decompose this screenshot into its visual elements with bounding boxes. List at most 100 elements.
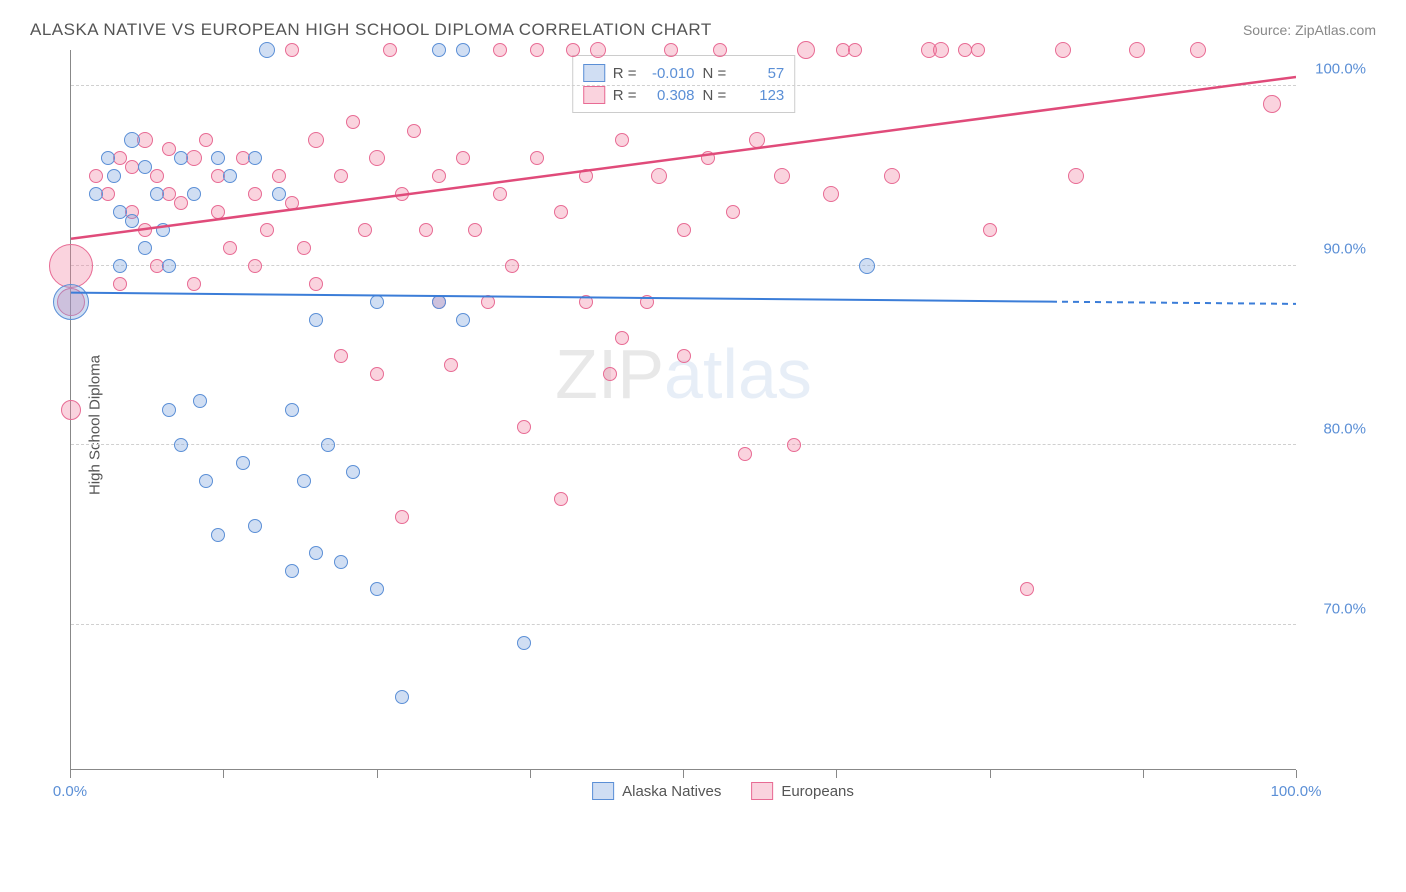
data-point [738,447,752,461]
r-value-european: 0.308 [645,87,695,104]
r-label: R = [613,87,637,104]
data-point [272,169,286,183]
n-value-european: 123 [734,87,784,104]
data-point [1055,42,1071,58]
data-point [285,196,299,210]
data-point [346,465,360,479]
watermark: ZIPatlas [555,334,812,414]
data-point [309,277,323,291]
data-point [395,510,409,524]
data-point [517,420,531,434]
y-tick-label: 90.0% [1323,241,1366,258]
data-point [677,349,691,363]
data-point [297,474,311,488]
data-point [530,151,544,165]
data-point [615,331,629,345]
gridline [71,624,1296,625]
data-point [432,43,446,57]
chart-container: High School Diploma ZIPatlas R = -0.010 … [70,50,1376,800]
data-point [884,168,900,184]
data-point [113,151,127,165]
data-point [370,582,384,596]
data-point [236,456,250,470]
watermark-atlas: atlas [664,335,812,413]
data-point [211,205,225,219]
data-point [199,133,213,147]
x-tick [223,770,224,778]
data-point [603,367,617,381]
data-point [554,492,568,506]
data-point [125,214,139,228]
data-point [156,223,170,237]
x-tick [836,770,837,778]
data-point [101,151,115,165]
data-point [150,169,164,183]
data-point [248,187,262,201]
data-point [749,132,765,148]
data-point [640,295,654,309]
data-point [370,295,384,309]
data-point [61,400,81,420]
data-point [590,42,606,58]
legend-label-european: Europeans [781,783,854,800]
x-tick [377,770,378,778]
data-point [187,187,201,201]
swatch-european [583,86,605,104]
n-value-alaska: 57 [734,65,784,82]
data-point [787,438,801,452]
data-point [113,259,127,273]
data-point [162,259,176,273]
swatch-alaska-icon [592,782,614,800]
data-point [53,284,89,320]
data-point [259,42,275,58]
data-point [481,295,495,309]
data-point [493,187,507,201]
data-point [579,295,593,309]
data-point [456,43,470,57]
data-point [383,43,397,57]
data-point [138,241,152,255]
swatch-alaska [583,64,605,82]
data-point [211,151,225,165]
data-point [971,43,985,57]
data-point [138,160,152,174]
data-point [369,150,385,166]
swatch-european-icon [751,782,773,800]
data-point [554,205,568,219]
data-point [174,151,188,165]
data-point [89,187,103,201]
data-point [346,115,360,129]
data-point [456,151,470,165]
data-point [566,43,580,57]
n-label: N = [703,87,727,104]
data-point [113,205,127,219]
data-point [174,196,188,210]
data-point [505,259,519,273]
data-point [101,187,115,201]
x-tick-label: 100.0% [1271,783,1322,800]
data-point [677,223,691,237]
data-point [187,277,201,291]
data-point [174,438,188,452]
data-point [468,223,482,237]
data-point [419,223,433,237]
data-point [309,313,323,327]
data-point [248,519,262,533]
data-point [1068,168,1084,184]
data-point [124,132,140,148]
data-point [113,277,127,291]
data-point [848,43,862,57]
data-point [89,169,103,183]
data-point [444,358,458,372]
stats-row-alaska: R = -0.010 N = 57 [583,62,785,84]
legend-label-alaska: Alaska Natives [622,783,721,800]
x-tick [70,770,71,778]
data-point [248,259,262,273]
data-point [517,636,531,650]
data-point [193,394,207,408]
r-value-alaska: -0.010 [645,65,695,82]
data-point [774,168,790,184]
x-tick [990,770,991,778]
source-label: Source: ZipAtlas.com [1243,22,1376,38]
y-tick-label: 100.0% [1315,61,1366,78]
